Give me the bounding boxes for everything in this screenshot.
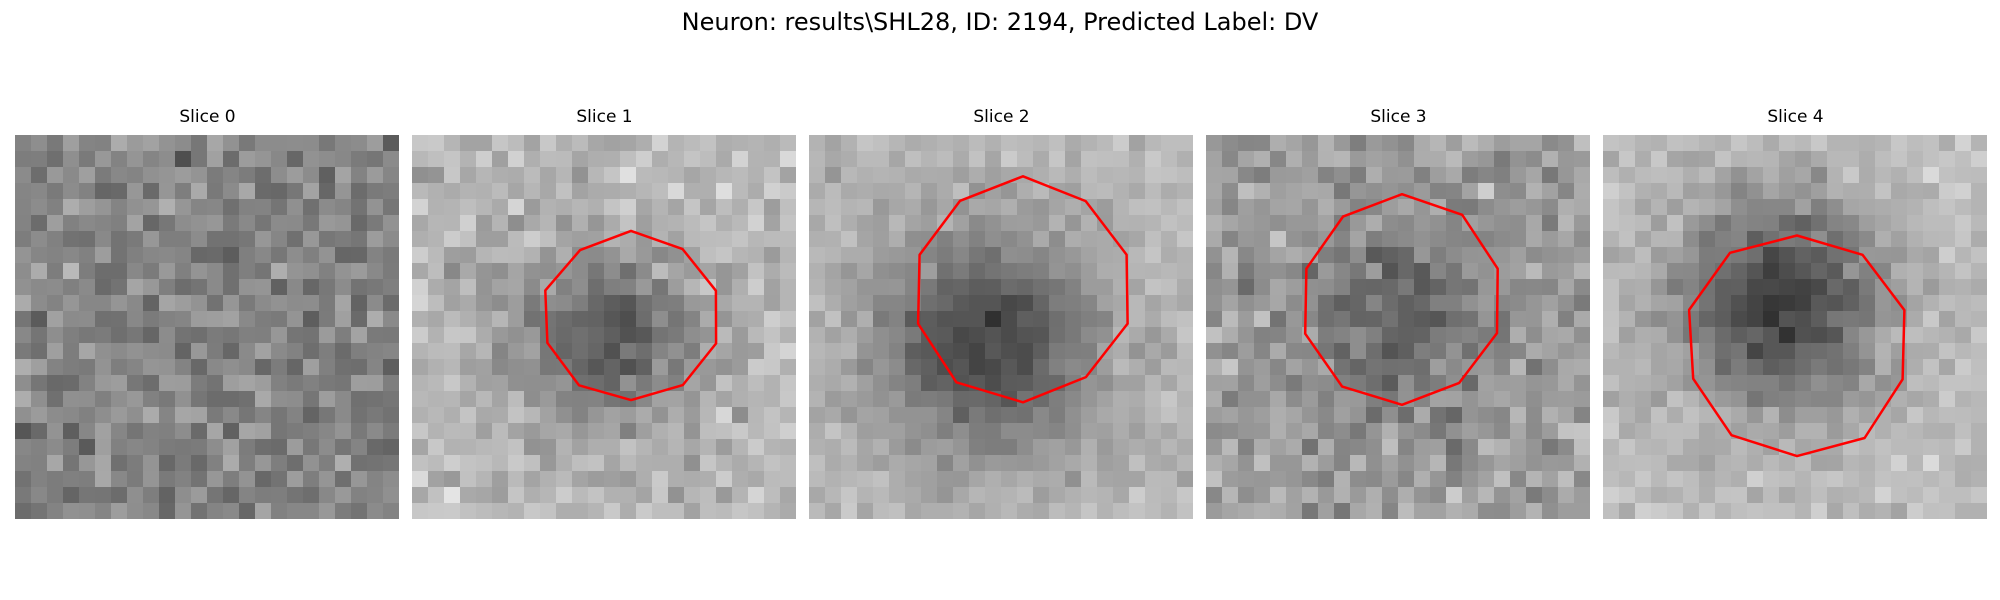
slice-title: Slice 0 (179, 107, 236, 127)
slice-panel-4: Slice 4 (1603, 105, 1988, 525)
slice-panel-0: Slice 0 (15, 105, 400, 525)
roi-contour (544, 229, 718, 402)
slice-panel-2: Slice 2 (809, 105, 1194, 525)
figure-title: Neuron: results\SHL28, ID: 2194, Predict… (681, 8, 1319, 36)
slice-title: Slice 3 (1370, 107, 1427, 127)
slice-title: Slice 2 (973, 107, 1030, 127)
roi-contour (916, 175, 1129, 404)
slice-image (412, 135, 796, 519)
roi-contour (1303, 192, 1499, 407)
slice-title: Slice 4 (1767, 107, 1824, 127)
slice-title: Slice 1 (576, 107, 633, 127)
slice-image (809, 135, 1193, 519)
slice-panel-3: Slice 3 (1206, 105, 1591, 525)
slice-image (15, 135, 399, 519)
slice-panel-1: Slice 1 (412, 105, 797, 525)
slice-image (1206, 135, 1590, 519)
slice-image (1603, 135, 1987, 519)
roi-contour (1687, 234, 1906, 458)
